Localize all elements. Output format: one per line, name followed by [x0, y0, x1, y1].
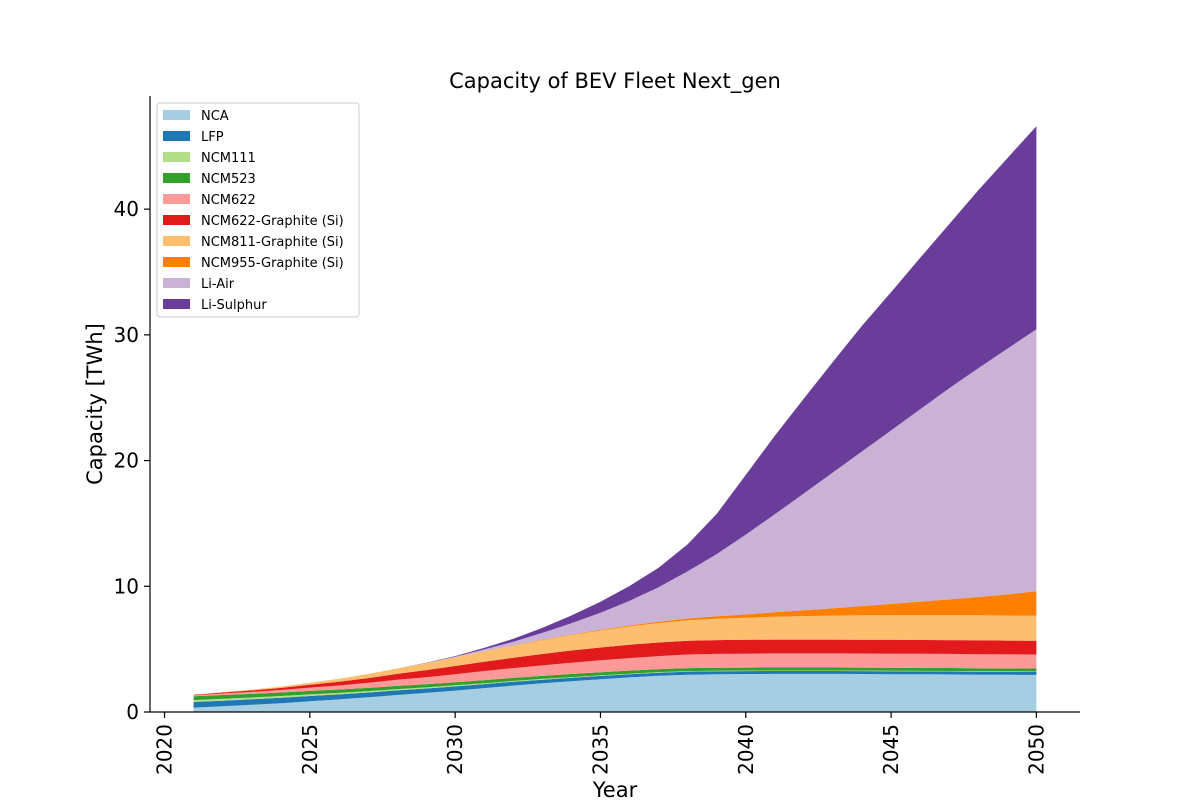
- legend-label-ncm622-graphite-si: NCM622-Graphite (Si): [201, 214, 344, 229]
- y-axis-ticks: 0 10 20 30 40: [114, 197, 150, 724]
- legend: NCA LFP NCM111 NCM523 NCM622 NCM622-Graphite …: [156, 102, 360, 318]
- area-ncm955-graphite-si: [193, 591, 1037, 695]
- legend-swatch-ncm523: [163, 173, 190, 183]
- legend-label-ncm523: NCM523: [201, 172, 256, 187]
- x-tick-label: 2025: [298, 724, 322, 775]
- x-axis-ticks: 2020 2025 2030 2035 2040 2045 2050: [153, 712, 1048, 775]
- legend-label-li-air: Li-Air: [201, 277, 235, 292]
- area-li-air: [193, 329, 1037, 695]
- x-tick-label: 2045: [879, 724, 903, 775]
- y-tick-label: 30: [114, 323, 139, 347]
- legend-swatch-ncm622: [163, 194, 190, 204]
- chart-title: Capacity of BEV Fleet Next_gen: [449, 69, 781, 94]
- legend-frame: [156, 102, 360, 318]
- legend-label-nca: NCA: [201, 109, 229, 124]
- legend-swatch-ncm811-graphite-si: [163, 236, 190, 246]
- x-tick-label: 2040: [734, 724, 758, 775]
- legend-label-ncm955-graphite-si: NCM955-Graphite (Si): [201, 256, 344, 271]
- y-tick-label: 0: [126, 700, 139, 724]
- area-nca: [193, 673, 1037, 712]
- legend-swatch-ncm111: [163, 152, 190, 162]
- area-ncm622-graphite-si: [193, 639, 1037, 696]
- legend-label-ncm622: NCM622: [201, 193, 256, 208]
- y-tick-label: 20: [114, 449, 139, 473]
- area-ncm811-graphite-si: [193, 615, 1037, 695]
- area-lfp: [193, 671, 1037, 708]
- x-tick-label: 2050: [1024, 724, 1048, 775]
- area-ncm622: [193, 653, 1037, 697]
- x-tick-label: 2020: [153, 724, 177, 775]
- legend-swatch-li-air: [163, 278, 190, 288]
- y-tick-label: 40: [114, 197, 139, 221]
- legend-swatch-ncm955-graphite-si: [163, 257, 190, 267]
- y-axis-label: Capacity [TWh]: [83, 323, 107, 485]
- x-axis-label: Year: [592, 778, 638, 800]
- area-ncm523: [193, 667, 1037, 701]
- area-series-group: [193, 126, 1037, 712]
- x-tick-label: 2030: [443, 724, 467, 775]
- legend-swatch-ncm622-graphite-si: [163, 215, 190, 225]
- x-tick-label: 2035: [588, 724, 612, 775]
- legend-label-li-sulphur: Li-Sulphur: [201, 298, 267, 313]
- legend-swatch-li-sulphur: [163, 299, 190, 309]
- legend-swatch-lfp: [163, 131, 190, 141]
- legend-label-ncm811-graphite-si: NCM811-Graphite (Si): [201, 235, 344, 250]
- y-tick-label: 10: [114, 574, 139, 598]
- legend-label-lfp: LFP: [201, 130, 224, 145]
- legend-swatch-nca: [163, 110, 190, 120]
- area-li-sulphur: [193, 126, 1037, 695]
- legend-label-ncm111: NCM111: [201, 151, 256, 166]
